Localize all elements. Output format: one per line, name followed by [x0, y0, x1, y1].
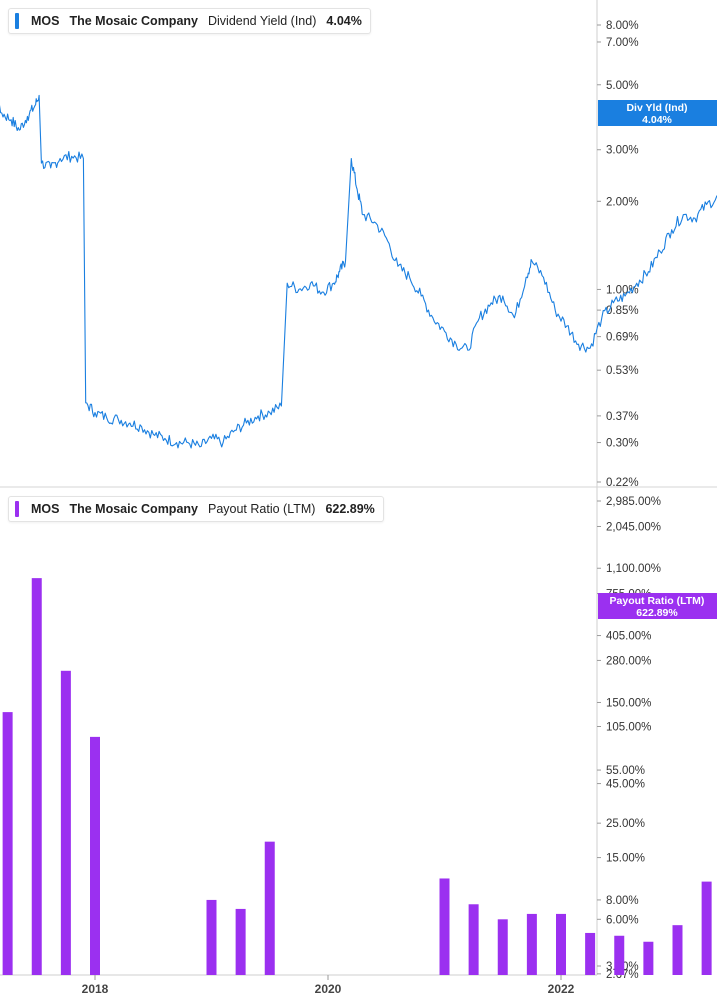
payout-bar — [60, 670, 71, 975]
payout-bar — [701, 881, 712, 975]
y-tick-label-top: 3.00% — [606, 145, 639, 157]
y-tick-label-top: 0.69% — [606, 332, 639, 344]
payout-ratio-callout-value: 622.89% — [636, 607, 678, 619]
payout-bar — [468, 904, 479, 975]
legend-metric: Dividend Yield (Ind) — [207, 14, 317, 28]
y-tick-label-bottom: 105.00% — [606, 721, 651, 733]
y-tick-label-top: 2.00% — [606, 196, 639, 208]
payout-bar — [90, 736, 100, 975]
legend-value: 4.04% — [326, 14, 362, 28]
legend-swatch-dividend-yield — [15, 13, 19, 29]
dividend-yield-callout-value: 4.04% — [642, 114, 672, 126]
payout-bar — [643, 941, 654, 975]
legend-swatch-payout-ratio — [15, 501, 19, 517]
payout-bar — [497, 919, 508, 975]
y-tick-label-bottom: 150.00% — [606, 697, 651, 709]
y-tick-label-bottom: 25.00% — [606, 818, 645, 830]
y-tick-label-top: 0.85% — [606, 305, 639, 317]
x-tick-label: 2022 — [548, 982, 575, 996]
legend-value: 622.89% — [325, 502, 375, 516]
y-tick-label-top: 1.00% — [606, 284, 639, 296]
dividend-yield-callout-label: Div Yld (Ind) — [626, 102, 687, 114]
payout-bar — [556, 913, 566, 975]
payout-bar — [31, 578, 42, 975]
payout-bar — [439, 878, 450, 975]
payout-bar — [2, 712, 13, 975]
y-tick-label-top: 0.53% — [606, 365, 639, 377]
payout-ratio-callout-box — [598, 593, 717, 619]
dividend-yield-line — [0, 94, 717, 449]
legend-dividend-yield[interactable]: MOS The Mosaic Company Dividend Yield (I… — [8, 8, 371, 34]
y-tick-label-top: 0.22% — [606, 477, 639, 489]
x-tick-label: 2020 — [315, 982, 342, 996]
y-tick-label-top: 8.00% — [606, 20, 639, 32]
payout-bar — [585, 932, 596, 975]
legend-company: The Mosaic Company — [69, 14, 198, 28]
payout-bar — [614, 935, 625, 975]
payout-ratio-callout-label: Payout Ratio (LTM) — [610, 595, 705, 607]
y-tick-label-bottom: 6.00% — [606, 914, 639, 926]
y-tick-label-bottom: 45.00% — [606, 779, 645, 791]
y-tick-label-bottom: 2,045.00% — [606, 521, 661, 533]
y-tick-label-bottom: 55.00% — [606, 765, 645, 777]
payout-bar — [206, 899, 217, 975]
y-tick-label-bottom: 15.00% — [606, 853, 645, 865]
payout-bar — [526, 913, 537, 975]
y-tick-label-top: 7.00% — [606, 37, 639, 49]
y-tick-label-top: 0.30% — [606, 438, 639, 450]
y-tick-label-bottom: 405.00% — [606, 631, 651, 643]
y-tick-label-bottom: 280.00% — [606, 655, 651, 667]
legend-ticker: MOS — [31, 502, 60, 516]
payout-bar — [672, 925, 683, 975]
y-tick-label-top: 0.37% — [606, 411, 639, 423]
x-tick-label: 2018 — [82, 982, 109, 996]
y-tick-label-bottom: 8.00% — [606, 895, 639, 907]
payout-bar — [235, 908, 246, 975]
dividend-yield-callout-box — [598, 100, 717, 126]
y-tick-label-bottom: 1,100.00% — [606, 563, 661, 575]
legend-ticker: MOS — [31, 14, 60, 28]
payout-bar — [264, 841, 275, 975]
legend-metric: Payout Ratio (LTM) — [207, 502, 316, 516]
y-tick-label-top: 5.00% — [606, 80, 639, 92]
y-tick-label-bottom: 2,985.00% — [606, 496, 661, 508]
legend-payout-ratio[interactable]: MOS The Mosaic Company Payout Ratio (LTM… — [8, 496, 384, 522]
legend-company: The Mosaic Company — [69, 502, 198, 516]
